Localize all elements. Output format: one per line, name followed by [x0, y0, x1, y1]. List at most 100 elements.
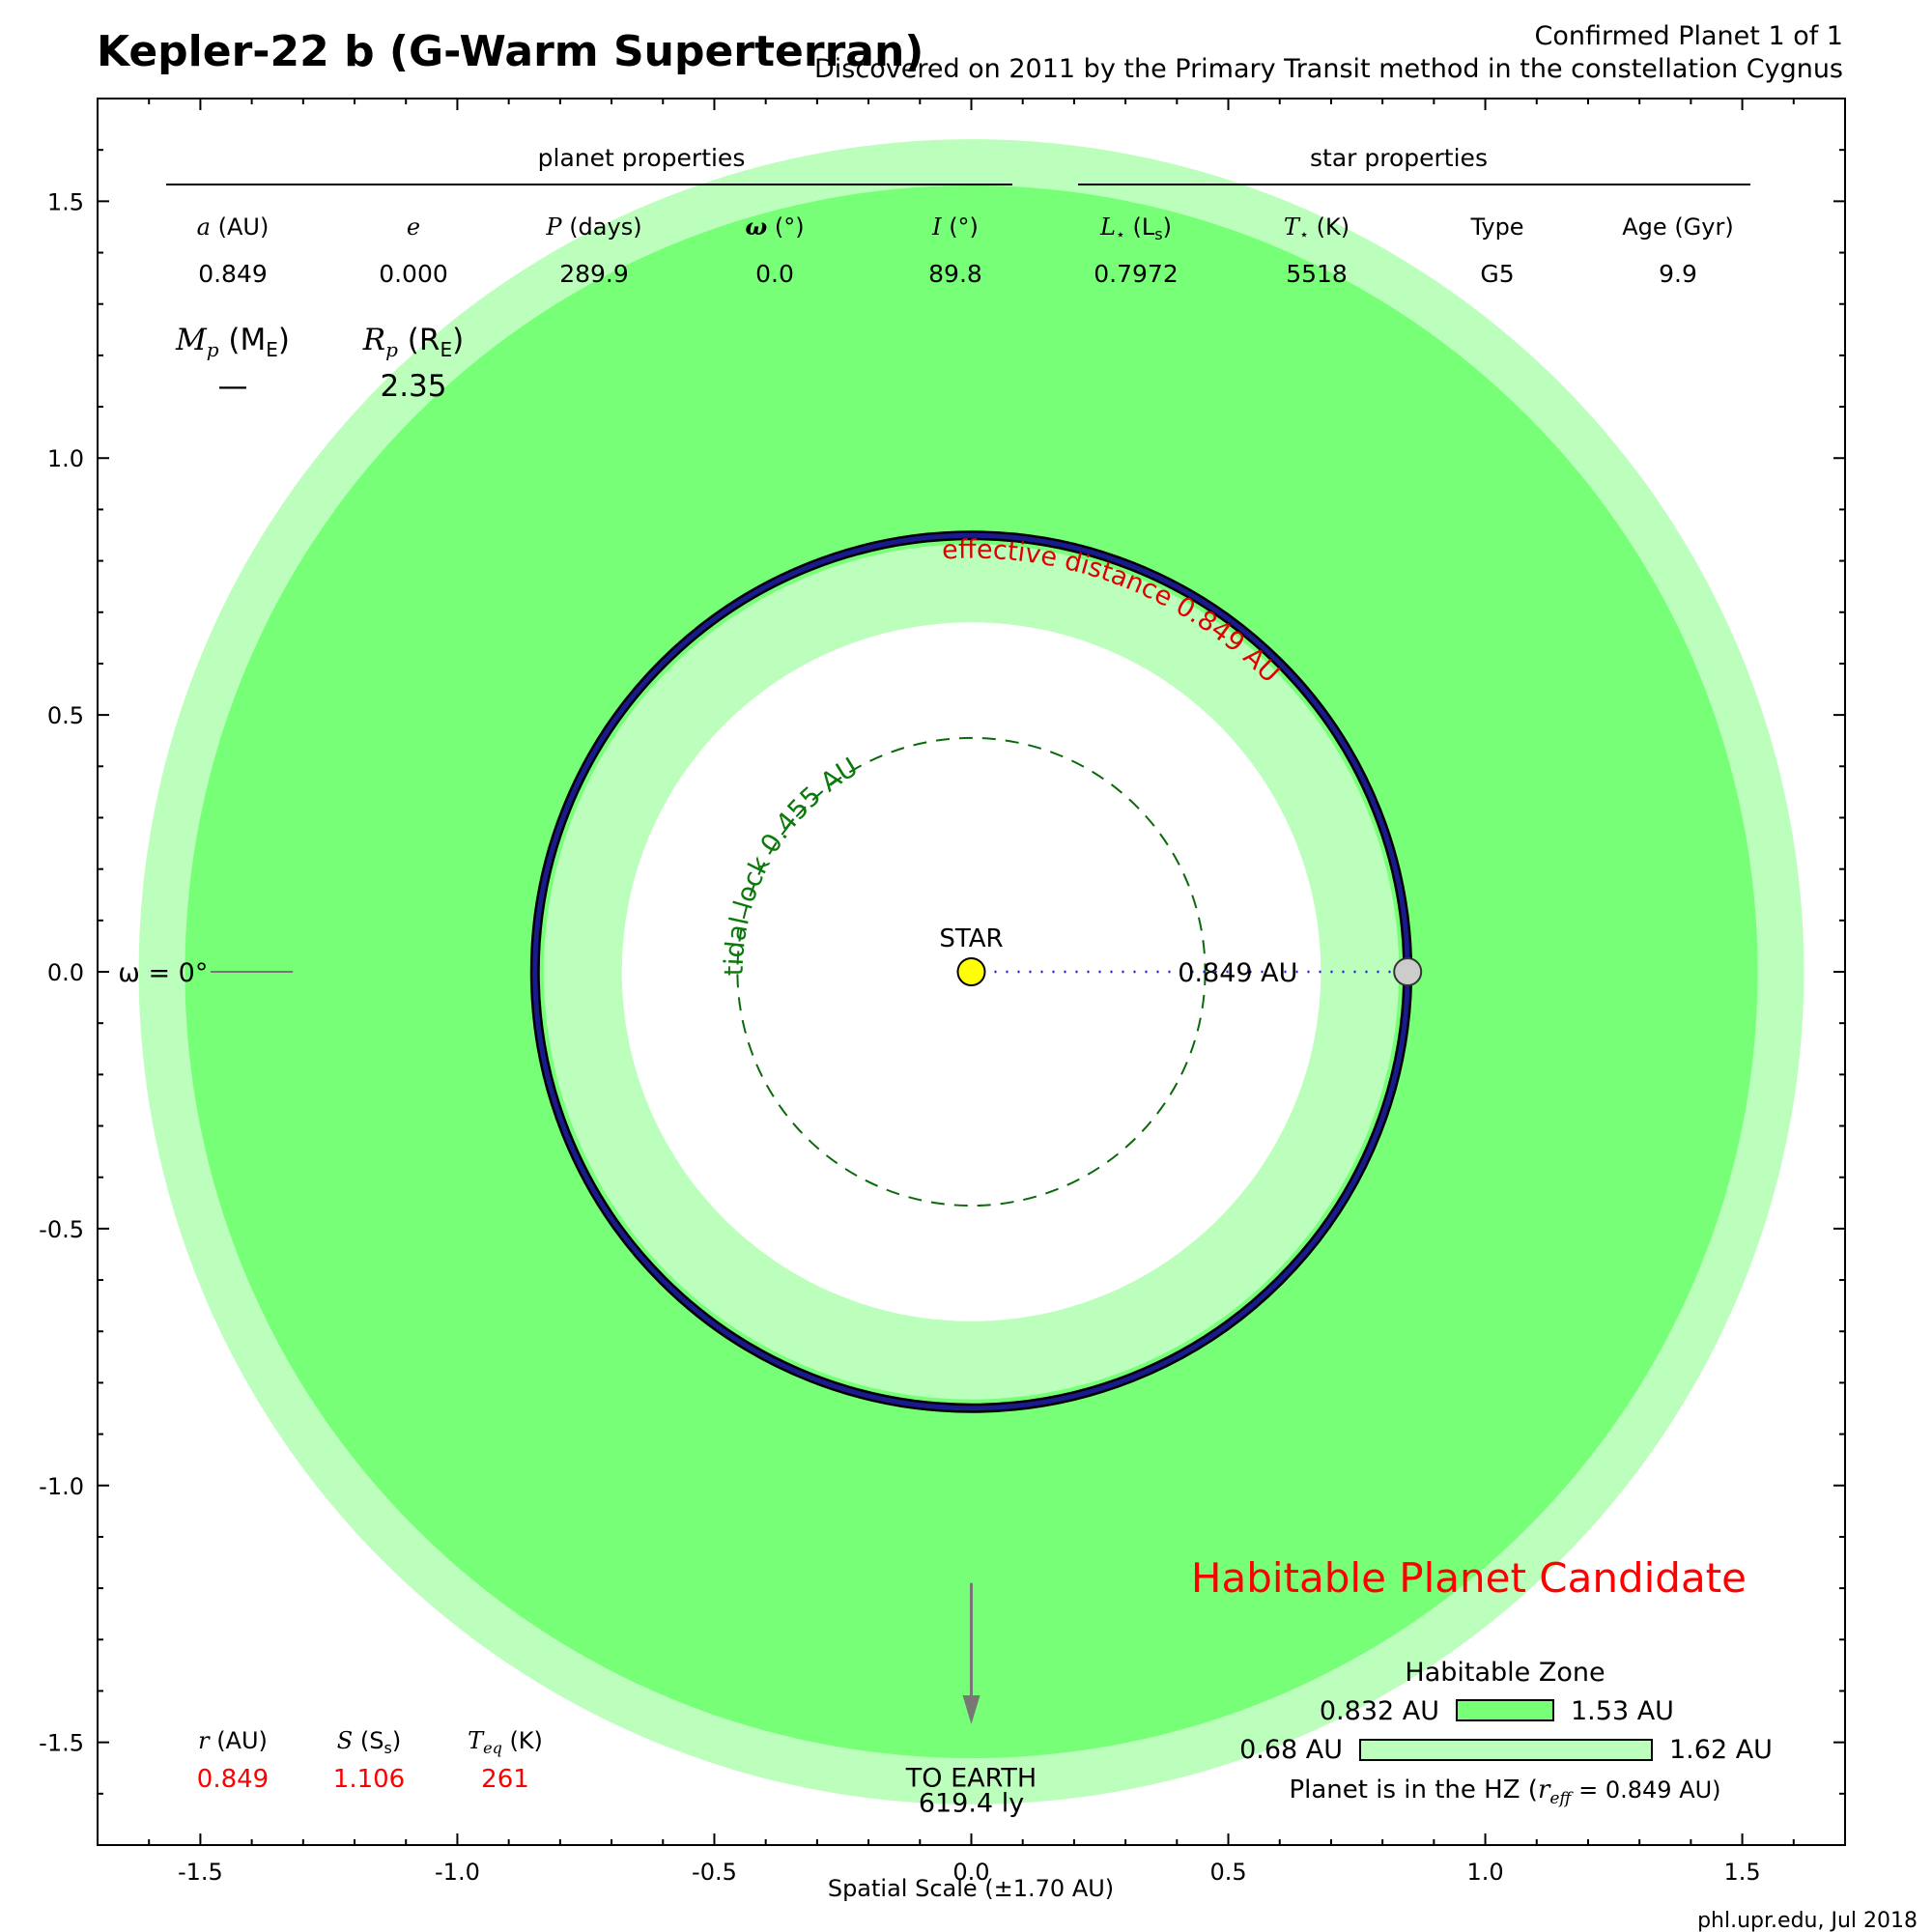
earth-distance-label: 619.4 ly	[919, 1788, 1024, 1818]
star-property-age: Age (Gyr) 9.9	[1622, 213, 1733, 288]
hz-legend: Habitable Zone 0.832 AU 1.53 AU 0.68 AU …	[1239, 1658, 1773, 1808]
svg-text:ω (°): ω (°)	[745, 213, 804, 241]
svg-text:T⋆ (K): T⋆ (K)	[1284, 213, 1350, 243]
prop-value: 0.0	[755, 260, 794, 288]
prop-value: G5	[1480, 260, 1514, 288]
prop-label: ω	[745, 213, 767, 241]
prop-value: 89.8	[928, 260, 982, 288]
hz-status-suffix: = 0.849 AU)	[1571, 1776, 1720, 1804]
tick-marks	[98, 99, 1845, 1845]
condition-temperature: Teq (K) 261	[468, 1727, 543, 1794]
mass-label-sub: p	[207, 338, 219, 361]
radius-label-sub: p	[385, 338, 398, 361]
star-property-temperature: T⋆ (K) 5518	[1284, 213, 1350, 288]
y-tick-label: -1.0	[39, 1473, 84, 1500]
y-tick-label: 1.5	[47, 188, 84, 215]
mass-value: —	[218, 369, 248, 404]
planet-radius: Rp (RE) 2.35	[362, 323, 464, 404]
hz-legend-cons-bar	[1456, 1699, 1554, 1721]
earth-arrow-head	[962, 1695, 980, 1725]
prop-unit-sub: s	[1154, 225, 1162, 243]
cond-value: 0.849	[197, 1765, 269, 1794]
tidal-lock-circle	[736, 736, 1207, 1208]
star-properties-header: star properties	[1310, 144, 1488, 172]
prop-label: I	[931, 213, 942, 241]
planet-properties-header: planet properties	[538, 144, 746, 172]
radius-unit-sub: E	[440, 338, 452, 361]
x-tick-label: 1.0	[1466, 1859, 1503, 1886]
y-tick-label: -0.5	[39, 1216, 84, 1243]
prop-value: 0.000	[379, 260, 448, 288]
svg-text:Rp (RE): Rp (RE)	[362, 323, 464, 361]
svg-text:S (Ss): S (Ss)	[337, 1727, 401, 1757]
status-label: Habitable Planet Candidate	[1191, 1554, 1747, 1602]
cond-unit: (AU)	[210, 1727, 268, 1754]
radius-value: 2.35	[380, 369, 446, 404]
planet-property-omega: ω (°) 0.0	[745, 213, 804, 288]
x-tick-label: -1.0	[435, 1859, 480, 1886]
prop-value: 5518	[1286, 260, 1348, 288]
x-tick-label: 0.5	[1209, 1859, 1246, 1886]
x-tick-label: 1.5	[1724, 1859, 1761, 1886]
svg-text:L⋆ (Ls): L⋆ (Ls)	[1099, 213, 1172, 243]
cond-value: 261	[481, 1765, 529, 1794]
planet-marker	[1393, 957, 1423, 986]
distance-label: 0.849 AU	[1178, 958, 1297, 988]
condition-distance: r (AU) 0.849	[197, 1727, 269, 1794]
earth-direction-label: TO EARTH	[905, 1763, 1037, 1793]
x-tick-label: -0.5	[692, 1859, 737, 1886]
hz-legend-opt-bar	[1359, 1739, 1653, 1761]
radius-label: R	[362, 323, 385, 357]
x-axis-label: Spatial Scale (±1.70 AU)	[828, 1875, 1114, 1902]
x-tick-label: -1.5	[178, 1859, 223, 1886]
planet-property-p: P (days) 289.9	[545, 213, 641, 288]
cond-label: r	[198, 1727, 211, 1754]
y-tick-label: -1.5	[39, 1730, 84, 1757]
prop-label-sub: ⋆	[1116, 225, 1125, 243]
prop-label: Type	[1469, 213, 1523, 241]
y-tick-label: 1.0	[47, 445, 84, 472]
planet-property-i: I (°) 89.8	[928, 213, 982, 288]
hz-status-prefix: Planet is in the HZ (	[1289, 1776, 1537, 1804]
svg-text:Planet is in the HZ (reff = 0.: Planet is in the HZ (reff = 0.849 AU)	[1289, 1776, 1720, 1808]
prop-label-sub: ⋆	[1299, 225, 1309, 243]
mass-unit: M	[241, 323, 267, 357]
condition-flux: S (Ss) 1.106	[333, 1727, 405, 1794]
prop-label: e	[407, 213, 420, 241]
prop-label: Age (Gyr)	[1622, 213, 1733, 241]
hz-legend-cons-outer: 1.53 AU	[1571, 1696, 1674, 1726]
svg-text:a (AU): a (AU)	[197, 213, 270, 241]
prop-value: 0.849	[198, 260, 268, 288]
prop-unit: L	[1142, 213, 1155, 241]
chart-subtitle-1: Confirmed Planet 1 of 1	[1534, 21, 1843, 51]
cond-unit-sub: s	[384, 1739, 391, 1757]
prop-unit: K	[1325, 213, 1342, 241]
hz-status-reff-sub: eff	[1549, 1789, 1574, 1808]
radius-unit: R	[419, 323, 440, 357]
cond-label: S	[337, 1727, 353, 1754]
planet-property-e: e 0.000	[379, 213, 448, 288]
cond-unit: (S	[353, 1727, 384, 1754]
chart-title: Kepler-22 b (G-Warm Superterran)	[97, 27, 923, 76]
star-marker	[956, 957, 986, 986]
x-tick-label: 0.0	[952, 1859, 989, 1886]
star-label: STAR	[939, 924, 1003, 953]
y-tick-label: 0.0	[47, 959, 84, 986]
svg-text:I (°): I (°)	[931, 213, 979, 241]
cond-unit-close: )	[392, 1727, 401, 1754]
hz-legend-opt-outer: 1.62 AU	[1669, 1735, 1773, 1765]
prop-unit: (°)	[942, 213, 979, 241]
tick-labels: -1.5 -1.0 -0.5 0.0 0.5 1.0 1.5 1.5 1.0 0.5 0.0 -0.5…	[39, 188, 1761, 1886]
prop-unit: (AU)	[211, 213, 269, 241]
prop-value: 289.9	[559, 260, 629, 288]
prop-label: P	[545, 213, 562, 241]
prop-value: 0.7972	[1094, 260, 1178, 288]
planet-property-a: a (AU) 0.849	[197, 213, 270, 288]
cond-value: 1.106	[333, 1765, 405, 1794]
hz-legend-title: Habitable Zone	[1405, 1658, 1605, 1688]
mass-unit-sub: E	[266, 338, 278, 361]
prop-label: T	[1284, 213, 1301, 241]
hz-legend-cons-inner: 0.832 AU	[1320, 1696, 1439, 1726]
cond-label-sub: eq	[483, 1739, 502, 1757]
